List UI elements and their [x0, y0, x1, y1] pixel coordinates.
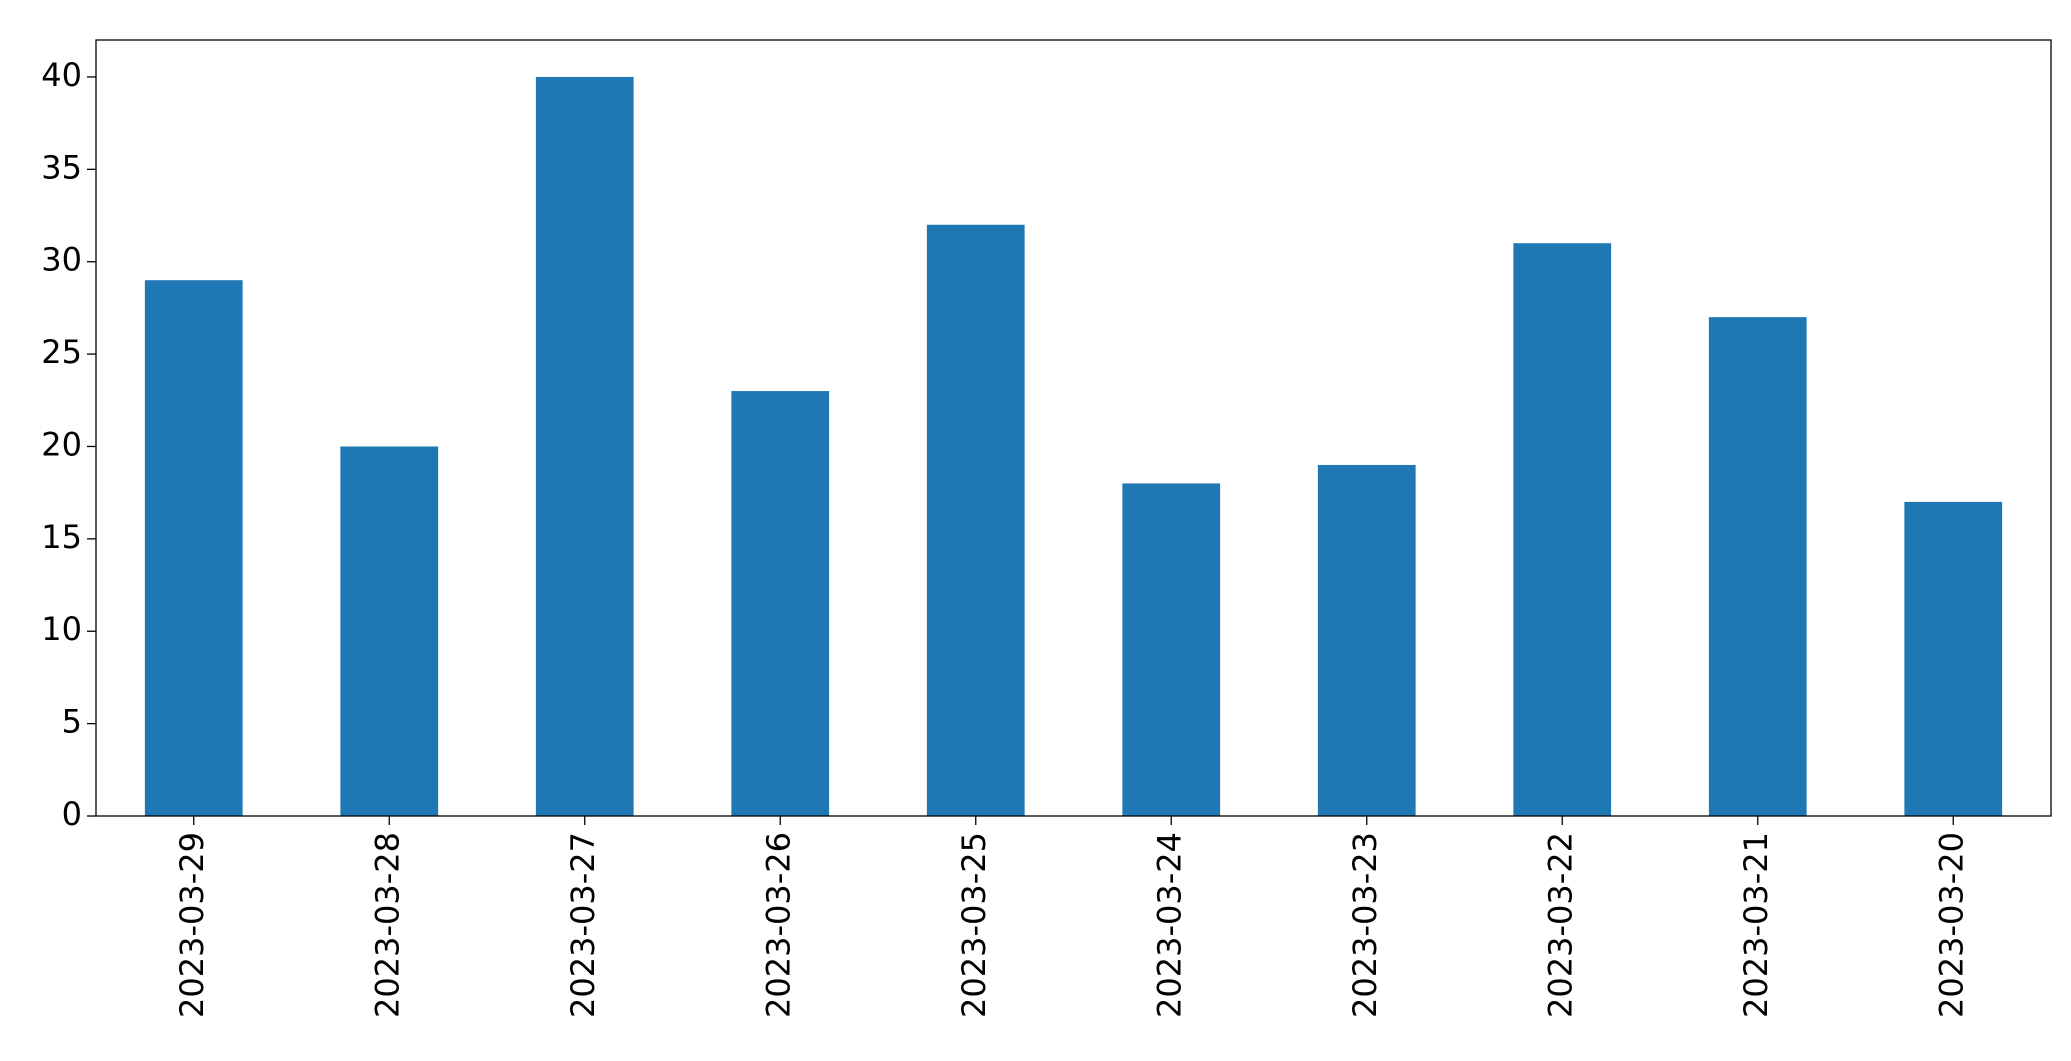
y-tick-label: 5	[62, 703, 82, 741]
x-tick-label: 2023-03-28	[368, 832, 406, 1018]
bar	[1317, 464, 1416, 816]
bar	[1904, 501, 2003, 816]
y-tick-label: 10	[41, 610, 82, 648]
y-tick-label: 0	[62, 795, 82, 833]
y-tick-label: 35	[41, 148, 82, 186]
bar	[731, 391, 830, 816]
bar	[926, 224, 1025, 816]
plot-frame	[95, 39, 2052, 817]
x-tick-label: 2023-03-23	[1346, 832, 1384, 1018]
x-tick-label: 2023-03-25	[955, 832, 993, 1018]
x-tick-label: 2023-03-24	[1150, 832, 1188, 1018]
bar	[144, 280, 243, 816]
x-tick-label: 2023-03-20	[1932, 832, 1970, 1018]
bar	[1513, 243, 1612, 816]
bar	[1708, 317, 1807, 816]
y-tick-label: 25	[41, 333, 82, 371]
bar	[1122, 483, 1221, 816]
x-tick-label: 2023-03-29	[173, 832, 211, 1018]
y-tick-label: 30	[41, 241, 82, 279]
x-tick-label: 2023-03-26	[759, 832, 797, 1018]
x-tick-label: 2023-03-27	[564, 832, 602, 1018]
x-tick-label: 2023-03-21	[1737, 832, 1775, 1018]
x-tick-label: 2023-03-22	[1541, 832, 1579, 1018]
y-tick-label: 20	[41, 425, 82, 463]
bar	[535, 76, 634, 816]
y-tick-label: 40	[41, 56, 82, 94]
bar	[340, 446, 439, 816]
y-tick-label: 15	[41, 518, 82, 556]
